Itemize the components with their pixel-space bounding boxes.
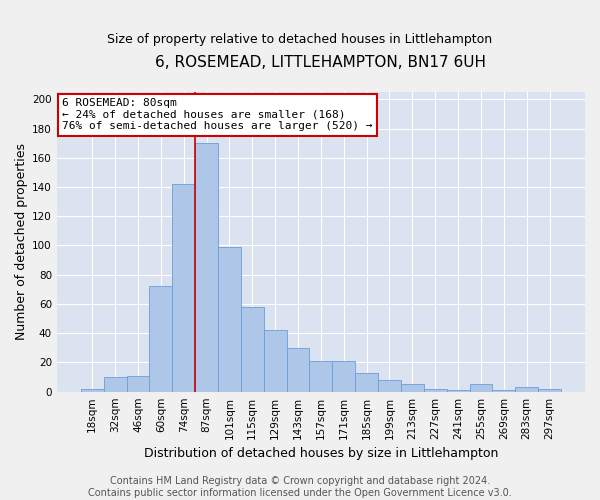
Bar <box>264 330 287 392</box>
Text: 6 ROSEMEAD: 80sqm
← 24% of detached houses are smaller (168)
76% of semi-detache: 6 ROSEMEAD: 80sqm ← 24% of detached hous… <box>62 98 373 131</box>
Bar <box>424 389 446 392</box>
Bar <box>355 372 378 392</box>
Bar <box>446 390 470 392</box>
Bar <box>401 384 424 392</box>
Bar <box>538 389 561 392</box>
Bar <box>104 377 127 392</box>
Bar <box>127 376 149 392</box>
Y-axis label: Number of detached properties: Number of detached properties <box>15 144 28 340</box>
Bar <box>241 307 264 392</box>
Bar <box>493 390 515 392</box>
Bar <box>470 384 493 392</box>
Bar <box>378 380 401 392</box>
Text: Size of property relative to detached houses in Littlehampton: Size of property relative to detached ho… <box>107 32 493 46</box>
Bar <box>149 286 172 392</box>
Title: 6, ROSEMEAD, LITTLEHAMPTON, BN17 6UH: 6, ROSEMEAD, LITTLEHAMPTON, BN17 6UH <box>155 55 487 70</box>
Bar <box>81 389 104 392</box>
Bar <box>172 184 195 392</box>
Bar <box>332 361 355 392</box>
Bar <box>310 361 332 392</box>
Bar <box>195 143 218 392</box>
Bar <box>287 348 310 392</box>
Bar <box>515 388 538 392</box>
Text: Contains HM Land Registry data © Crown copyright and database right 2024.
Contai: Contains HM Land Registry data © Crown c… <box>88 476 512 498</box>
X-axis label: Distribution of detached houses by size in Littlehampton: Distribution of detached houses by size … <box>144 447 498 460</box>
Bar <box>218 247 241 392</box>
